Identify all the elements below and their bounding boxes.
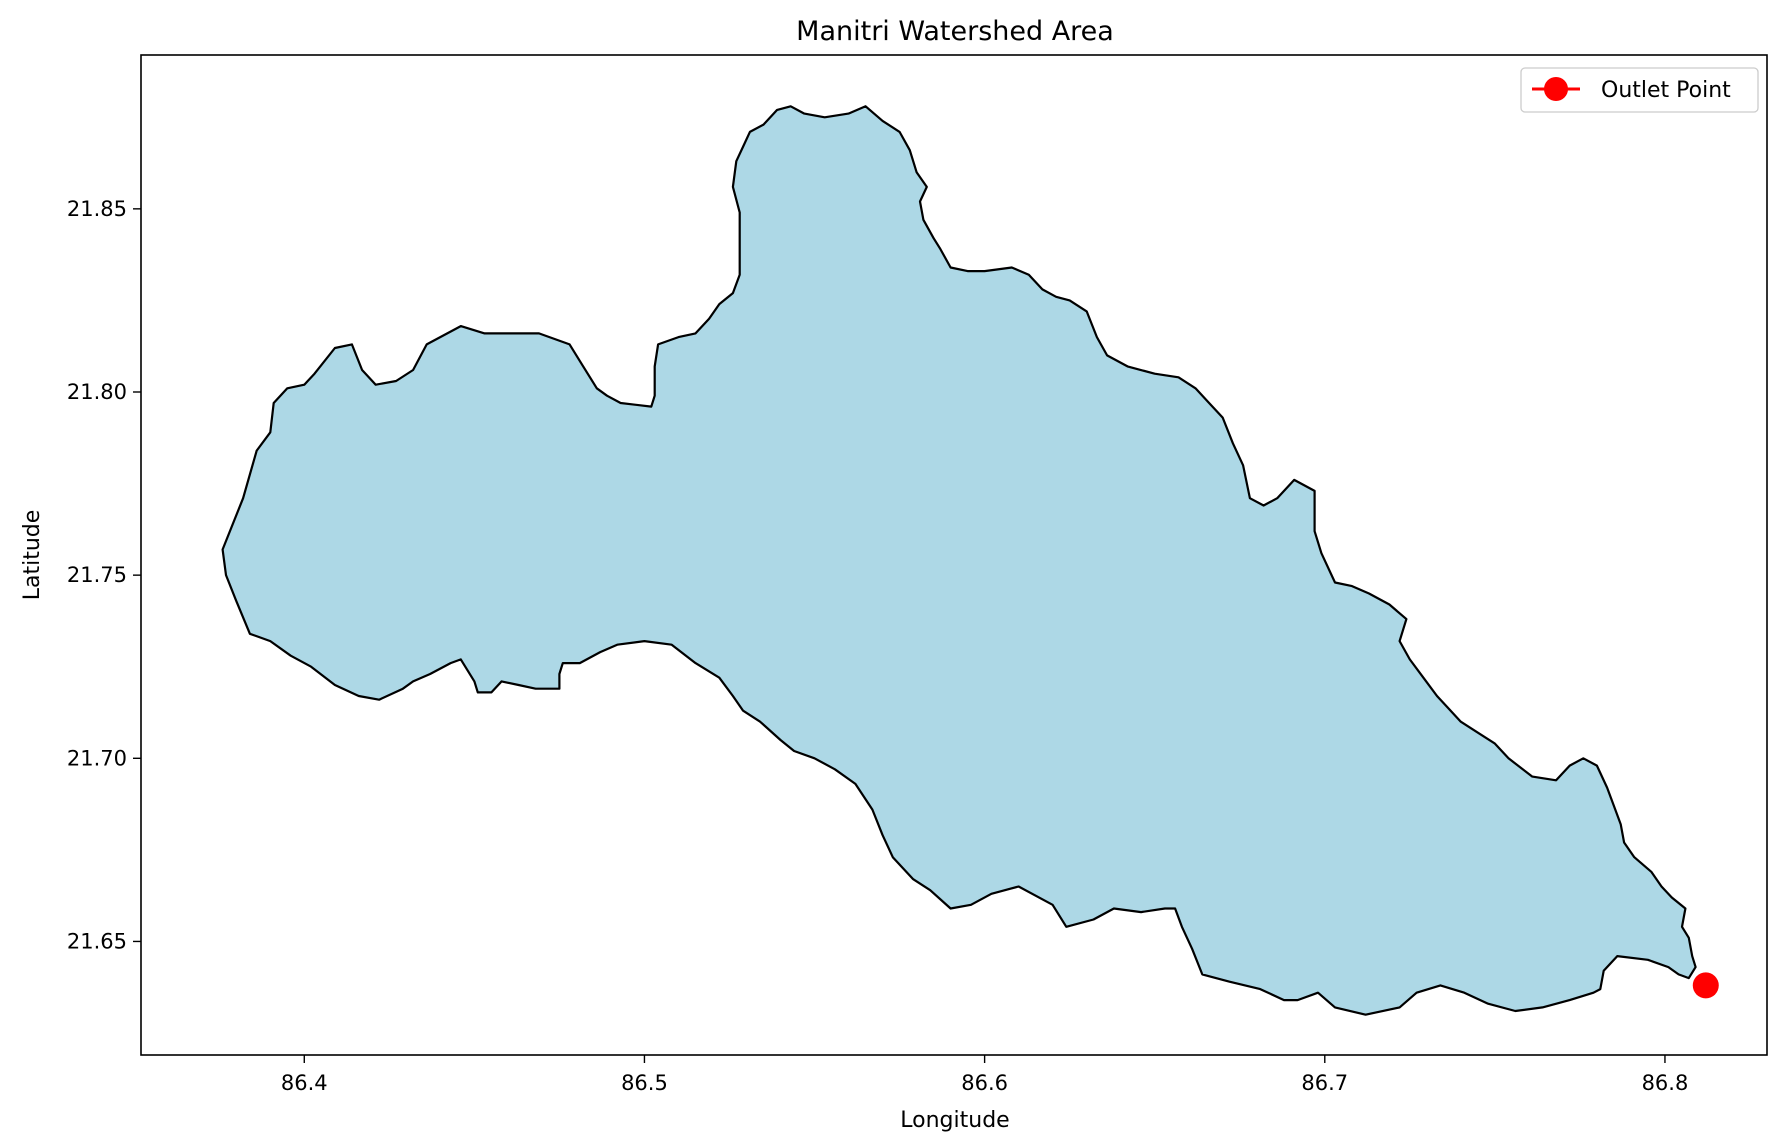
y-tick-label: 21.75 xyxy=(67,563,127,587)
x-tick-label: 86.5 xyxy=(621,1071,668,1095)
chart-title: Manitri Watershed Area xyxy=(796,16,1114,47)
y-tick-label: 21.80 xyxy=(67,380,127,404)
y-tick-label: 21.70 xyxy=(67,746,127,770)
y-tick-label: 21.65 xyxy=(67,929,127,953)
x-tick-label: 86.8 xyxy=(1642,1071,1689,1095)
x-tick-label: 86.7 xyxy=(1301,1071,1348,1095)
x-tick-label: 86.6 xyxy=(961,1071,1008,1095)
legend: Outlet Point xyxy=(1521,68,1758,112)
legend-entry-label: Outlet Point xyxy=(1601,78,1731,103)
legend-marker-icon xyxy=(1544,77,1568,101)
x-axis-label: Longitude xyxy=(900,1108,1009,1133)
x-tick-label: 86.4 xyxy=(281,1071,328,1095)
y-tick-label: 21.85 xyxy=(67,197,127,221)
outlet-point-marker xyxy=(1693,972,1719,998)
y-axis-label: Latitude xyxy=(20,510,45,601)
